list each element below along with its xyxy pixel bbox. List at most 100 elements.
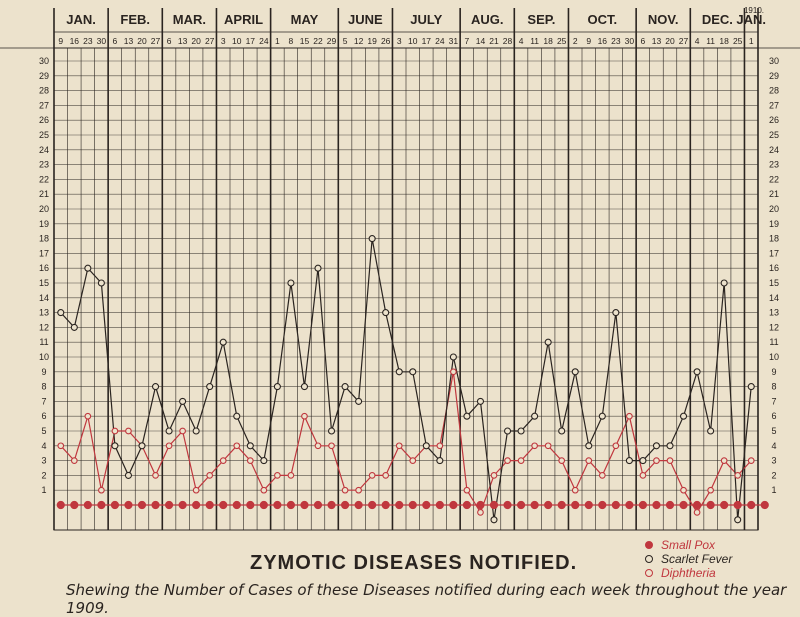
point-scarlet-fever — [287, 279, 295, 287]
y-tick-label-right: 19 — [769, 219, 779, 229]
point-small-pox — [381, 500, 390, 510]
point-small-pox — [503, 500, 512, 510]
week-label: 16 — [598, 36, 608, 46]
point-scarlet-fever — [368, 235, 376, 243]
point-small-pox — [300, 500, 309, 510]
y-tick-label-right: 5 — [771, 426, 776, 436]
point-small-pox — [408, 500, 417, 510]
y-tick-label-left: 1 — [41, 485, 46, 495]
month-label: JAN. — [66, 12, 96, 27]
point-small-pox — [516, 500, 526, 510]
point-diphtheria — [734, 472, 742, 479]
point-scarlet-fever — [260, 457, 268, 465]
point-scarlet-fever — [206, 383, 214, 391]
y-tick-label-right: 23 — [769, 160, 779, 170]
point-small-pox — [151, 500, 160, 510]
point-diphtheria — [612, 442, 620, 450]
y-tick-label-right: 18 — [769, 234, 779, 244]
y-tick-label-left: 14 — [39, 293, 49, 303]
point-diphtheria — [246, 457, 254, 464]
month-label: MAR. — [173, 12, 206, 27]
y-tick-label-left: 28 — [39, 86, 49, 96]
y-tick-label-right: 24 — [769, 145, 779, 155]
week-label: 3 — [397, 36, 402, 46]
point-scarlet-fever — [734, 516, 742, 524]
point-scarlet-fever — [422, 442, 430, 450]
point-diphtheria — [653, 457, 660, 464]
week-label: 11 — [706, 36, 715, 46]
y-tick-label-left: 24 — [39, 145, 49, 155]
week-label: 13 — [652, 36, 662, 46]
point-small-pox — [462, 500, 472, 510]
point-scarlet-fever — [476, 397, 485, 405]
point-scarlet-fever — [449, 353, 457, 361]
point-scarlet-fever — [70, 323, 78, 331]
month-label: MAY — [291, 12, 319, 27]
week-label: 10 — [232, 36, 242, 46]
point-diphtheria — [274, 472, 281, 479]
point-scarlet-fever — [503, 427, 512, 435]
point-scarlet-fever — [219, 338, 227, 346]
week-label: 16 — [70, 36, 80, 46]
point-small-pox — [449, 500, 458, 510]
week-label: 11 — [530, 36, 539, 46]
point-small-pox — [747, 500, 756, 510]
y-tick-label-left: 15 — [39, 278, 49, 288]
y-tick-label-right: 12 — [769, 322, 779, 332]
point-small-pox — [692, 500, 702, 510]
point-scarlet-fever — [679, 412, 688, 420]
point-small-pox — [598, 500, 607, 510]
point-scarlet-fever — [341, 383, 349, 391]
y-tick-label-right: 16 — [769, 263, 779, 273]
point-scarlet-fever — [720, 279, 728, 287]
week-label: 13 — [124, 36, 134, 46]
week-label: 24 — [259, 36, 269, 46]
chart-caption: Shewing the Number of Cases of these Dis… — [66, 581, 787, 617]
point-scarlet-fever — [179, 397, 187, 405]
week-label: 25 — [557, 36, 567, 46]
legend-label: Small Pox — [661, 538, 716, 552]
week-label: 27 — [151, 36, 161, 46]
point-scarlet-fever — [612, 309, 620, 317]
point-diphtheria — [84, 412, 92, 420]
y-tick-label-right: 21 — [769, 189, 779, 199]
point-small-pox — [137, 500, 147, 510]
point-scarlet-fever — [571, 368, 579, 376]
point-scarlet-fever — [639, 457, 647, 465]
point-small-pox — [422, 500, 431, 510]
point-scarlet-fever — [84, 264, 92, 272]
point-diphtheria — [301, 412, 308, 420]
point-diphtheria — [720, 457, 728, 464]
point-scarlet-fever — [138, 442, 146, 450]
point-small-pox — [544, 500, 553, 510]
point-scarlet-fever — [314, 264, 322, 272]
y-tick-label-right: 10 — [769, 352, 779, 362]
y-tick-label-left: 30 — [39, 56, 49, 66]
y-tick-label-right: 2 — [771, 470, 776, 480]
point-small-pox — [286, 500, 296, 510]
week-label: 14 — [476, 36, 486, 46]
point-scarlet-fever — [693, 368, 701, 376]
point-small-pox — [192, 500, 201, 510]
week-label: 6 — [113, 36, 118, 46]
week-label: 28 — [503, 36, 513, 46]
point-diphtheria — [450, 368, 457, 376]
y-tick-label-right: 13 — [769, 308, 779, 318]
point-diphtheria — [287, 472, 295, 479]
open-red-dot-icon — [645, 569, 653, 577]
legend-label: Diphtheria — [661, 566, 716, 580]
point-small-pox — [70, 500, 79, 510]
point-diphtheria — [477, 509, 484, 516]
week-label: 19 — [367, 36, 377, 46]
point-diphtheria — [111, 427, 119, 435]
point-diphtheria — [57, 442, 65, 450]
week-label: 6 — [641, 36, 646, 46]
point-scarlet-fever — [246, 442, 254, 450]
point-diphtheria — [639, 472, 647, 479]
point-diphtheria — [531, 442, 538, 450]
point-diphtheria — [490, 472, 498, 479]
point-scarlet-fever — [124, 471, 133, 479]
point-small-pox — [178, 500, 187, 510]
y-tick-label-right: 27 — [769, 100, 779, 110]
y-tick-label-right: 14 — [769, 293, 779, 303]
